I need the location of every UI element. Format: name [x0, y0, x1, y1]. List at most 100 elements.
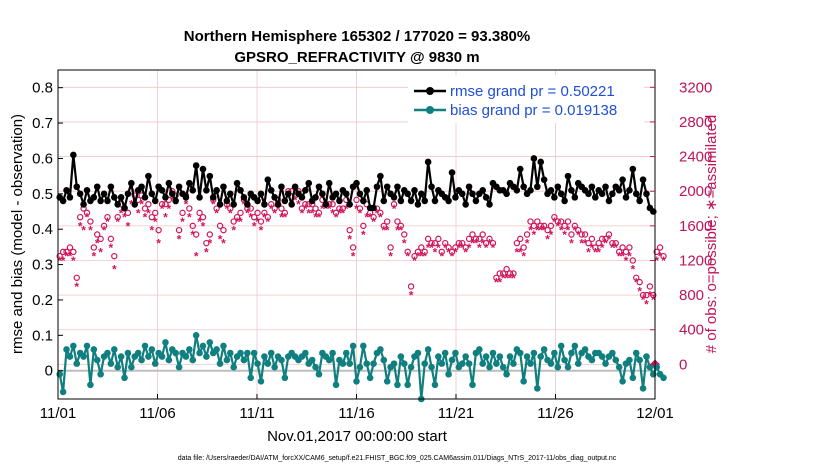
rmse-point	[404, 190, 411, 198]
bias-point	[97, 370, 104, 378]
bias-point	[257, 378, 265, 385]
rmse-point	[336, 197, 343, 205]
obs-assimilated-point: *	[395, 224, 400, 238]
rmse-point	[373, 183, 381, 191]
bias-point	[452, 349, 459, 357]
rmse-point	[128, 179, 135, 187]
rmse-point	[271, 194, 278, 201]
bias-point	[469, 381, 476, 389]
obs-assimilated-point: *	[85, 211, 90, 225]
y-axis-right-ticks: 0 400 800 1200 1600 2000 2400 2800 3200	[650, 79, 712, 373]
rmse-point	[59, 197, 67, 205]
x-tick-label: 11/01	[40, 405, 76, 422]
bias-point	[254, 360, 261, 367]
rmse-point	[325, 179, 333, 187]
rmse-point	[397, 197, 405, 205]
obs-possible-point	[643, 291, 650, 299]
obs-possible-point	[199, 213, 207, 221]
obs-assimilated-point: *	[351, 250, 356, 264]
obs-assimilated-point: *	[330, 206, 335, 220]
obs-possible-point	[278, 205, 285, 212]
obs-possible-point	[339, 205, 347, 212]
obs-assimilated-point: *	[521, 250, 526, 264]
obs-possible-point	[66, 244, 74, 251]
obs-assimilated-point: *	[259, 224, 264, 238]
bias-point	[612, 356, 620, 364]
obs-possible-point	[107, 235, 115, 243]
obs-assimilated-point: *	[484, 241, 489, 255]
bias-point	[557, 342, 565, 350]
y-axis-right-label: # of obs: o=possible; ∗=assimilated	[703, 115, 720, 354]
rmse-point	[264, 176, 272, 183]
rmse-point	[564, 172, 572, 180]
obs-assimilated-point: *	[613, 241, 618, 255]
obs-assimilated-point: *	[402, 237, 407, 251]
bias-point	[424, 346, 432, 353]
bias-point	[134, 349, 142, 357]
bias-point	[530, 349, 538, 357]
bias-point	[329, 349, 336, 357]
obs-assimilated-point: *	[463, 245, 468, 259]
bias-point	[240, 356, 248, 364]
obs-possible-point	[653, 248, 660, 256]
obs-assimilated-point: *	[136, 206, 141, 220]
rmse-point	[192, 162, 200, 169]
bias-point	[192, 332, 200, 339]
obs-assimilated-point: *	[204, 245, 209, 259]
obs-assimilated-point: *	[426, 241, 431, 255]
obs-assimilated-point: *	[149, 224, 154, 238]
rmse-point	[274, 201, 282, 208]
obs-possible-point	[356, 205, 364, 212]
obs-assimilated-point: *	[535, 224, 540, 238]
obs-assimilated-point: *	[139, 198, 144, 212]
bias-point	[632, 349, 640, 357]
bias-point	[281, 374, 289, 382]
rmse-point	[278, 183, 285, 191]
bias-point	[404, 381, 411, 389]
obs-assimilated-point: *	[641, 293, 646, 307]
rmse-point	[482, 194, 490, 201]
obs-assimilated-point: *	[317, 211, 322, 225]
bias-point	[124, 349, 132, 357]
bias-point	[397, 353, 405, 360]
y-tick-left-label: 0.7	[32, 115, 53, 132]
obs-assimilated-point: *	[68, 250, 73, 264]
bias-point	[510, 360, 517, 367]
y-axis-left-label: rmse and bias (model - observation)	[9, 114, 26, 354]
obs-possible-point	[506, 270, 514, 277]
rmse-point	[298, 194, 306, 201]
bias-point	[639, 385, 647, 392]
rmse-point	[199, 165, 207, 173]
obs-possible-point	[435, 235, 442, 243]
chart-title-line2: GPSRO_REFRACTIVITY @ 9830 m	[234, 49, 479, 66]
obs-possible-point	[63, 248, 70, 256]
obs-assimilated-point: *	[163, 211, 168, 225]
obs-assimilated-point: *	[515, 245, 520, 259]
obs-assimilated-point: *	[555, 219, 560, 233]
obs-possible-point	[517, 235, 524, 243]
obs-possible-point	[452, 244, 459, 251]
rmse-point	[629, 165, 637, 173]
obs-possible-point	[588, 235, 596, 243]
obs-possible-point	[557, 218, 565, 225]
obs-assimilated-point: *	[552, 215, 557, 229]
obs-possible-point	[551, 213, 558, 221]
rmse-point	[649, 208, 657, 215]
rmse-point	[83, 186, 91, 194]
bias-point	[390, 360, 398, 367]
bias-point	[203, 353, 210, 360]
bias-point	[629, 374, 637, 382]
rmse-point	[206, 172, 214, 180]
obs-assimilated-point: *	[177, 232, 182, 246]
rmse-point	[305, 179, 313, 187]
x-tick-label: 11/21	[438, 405, 474, 422]
obs-possible-point	[547, 222, 555, 230]
obs-assimilated-point: *	[470, 237, 475, 251]
rmse-point	[186, 179, 193, 187]
obs-assimilated-point: *	[579, 237, 584, 251]
bias-point	[213, 346, 220, 353]
obs-assimilated-point: *	[388, 250, 393, 264]
rmse-point	[121, 204, 128, 212]
obs-possible-point	[530, 222, 538, 230]
bias-point	[121, 374, 128, 382]
